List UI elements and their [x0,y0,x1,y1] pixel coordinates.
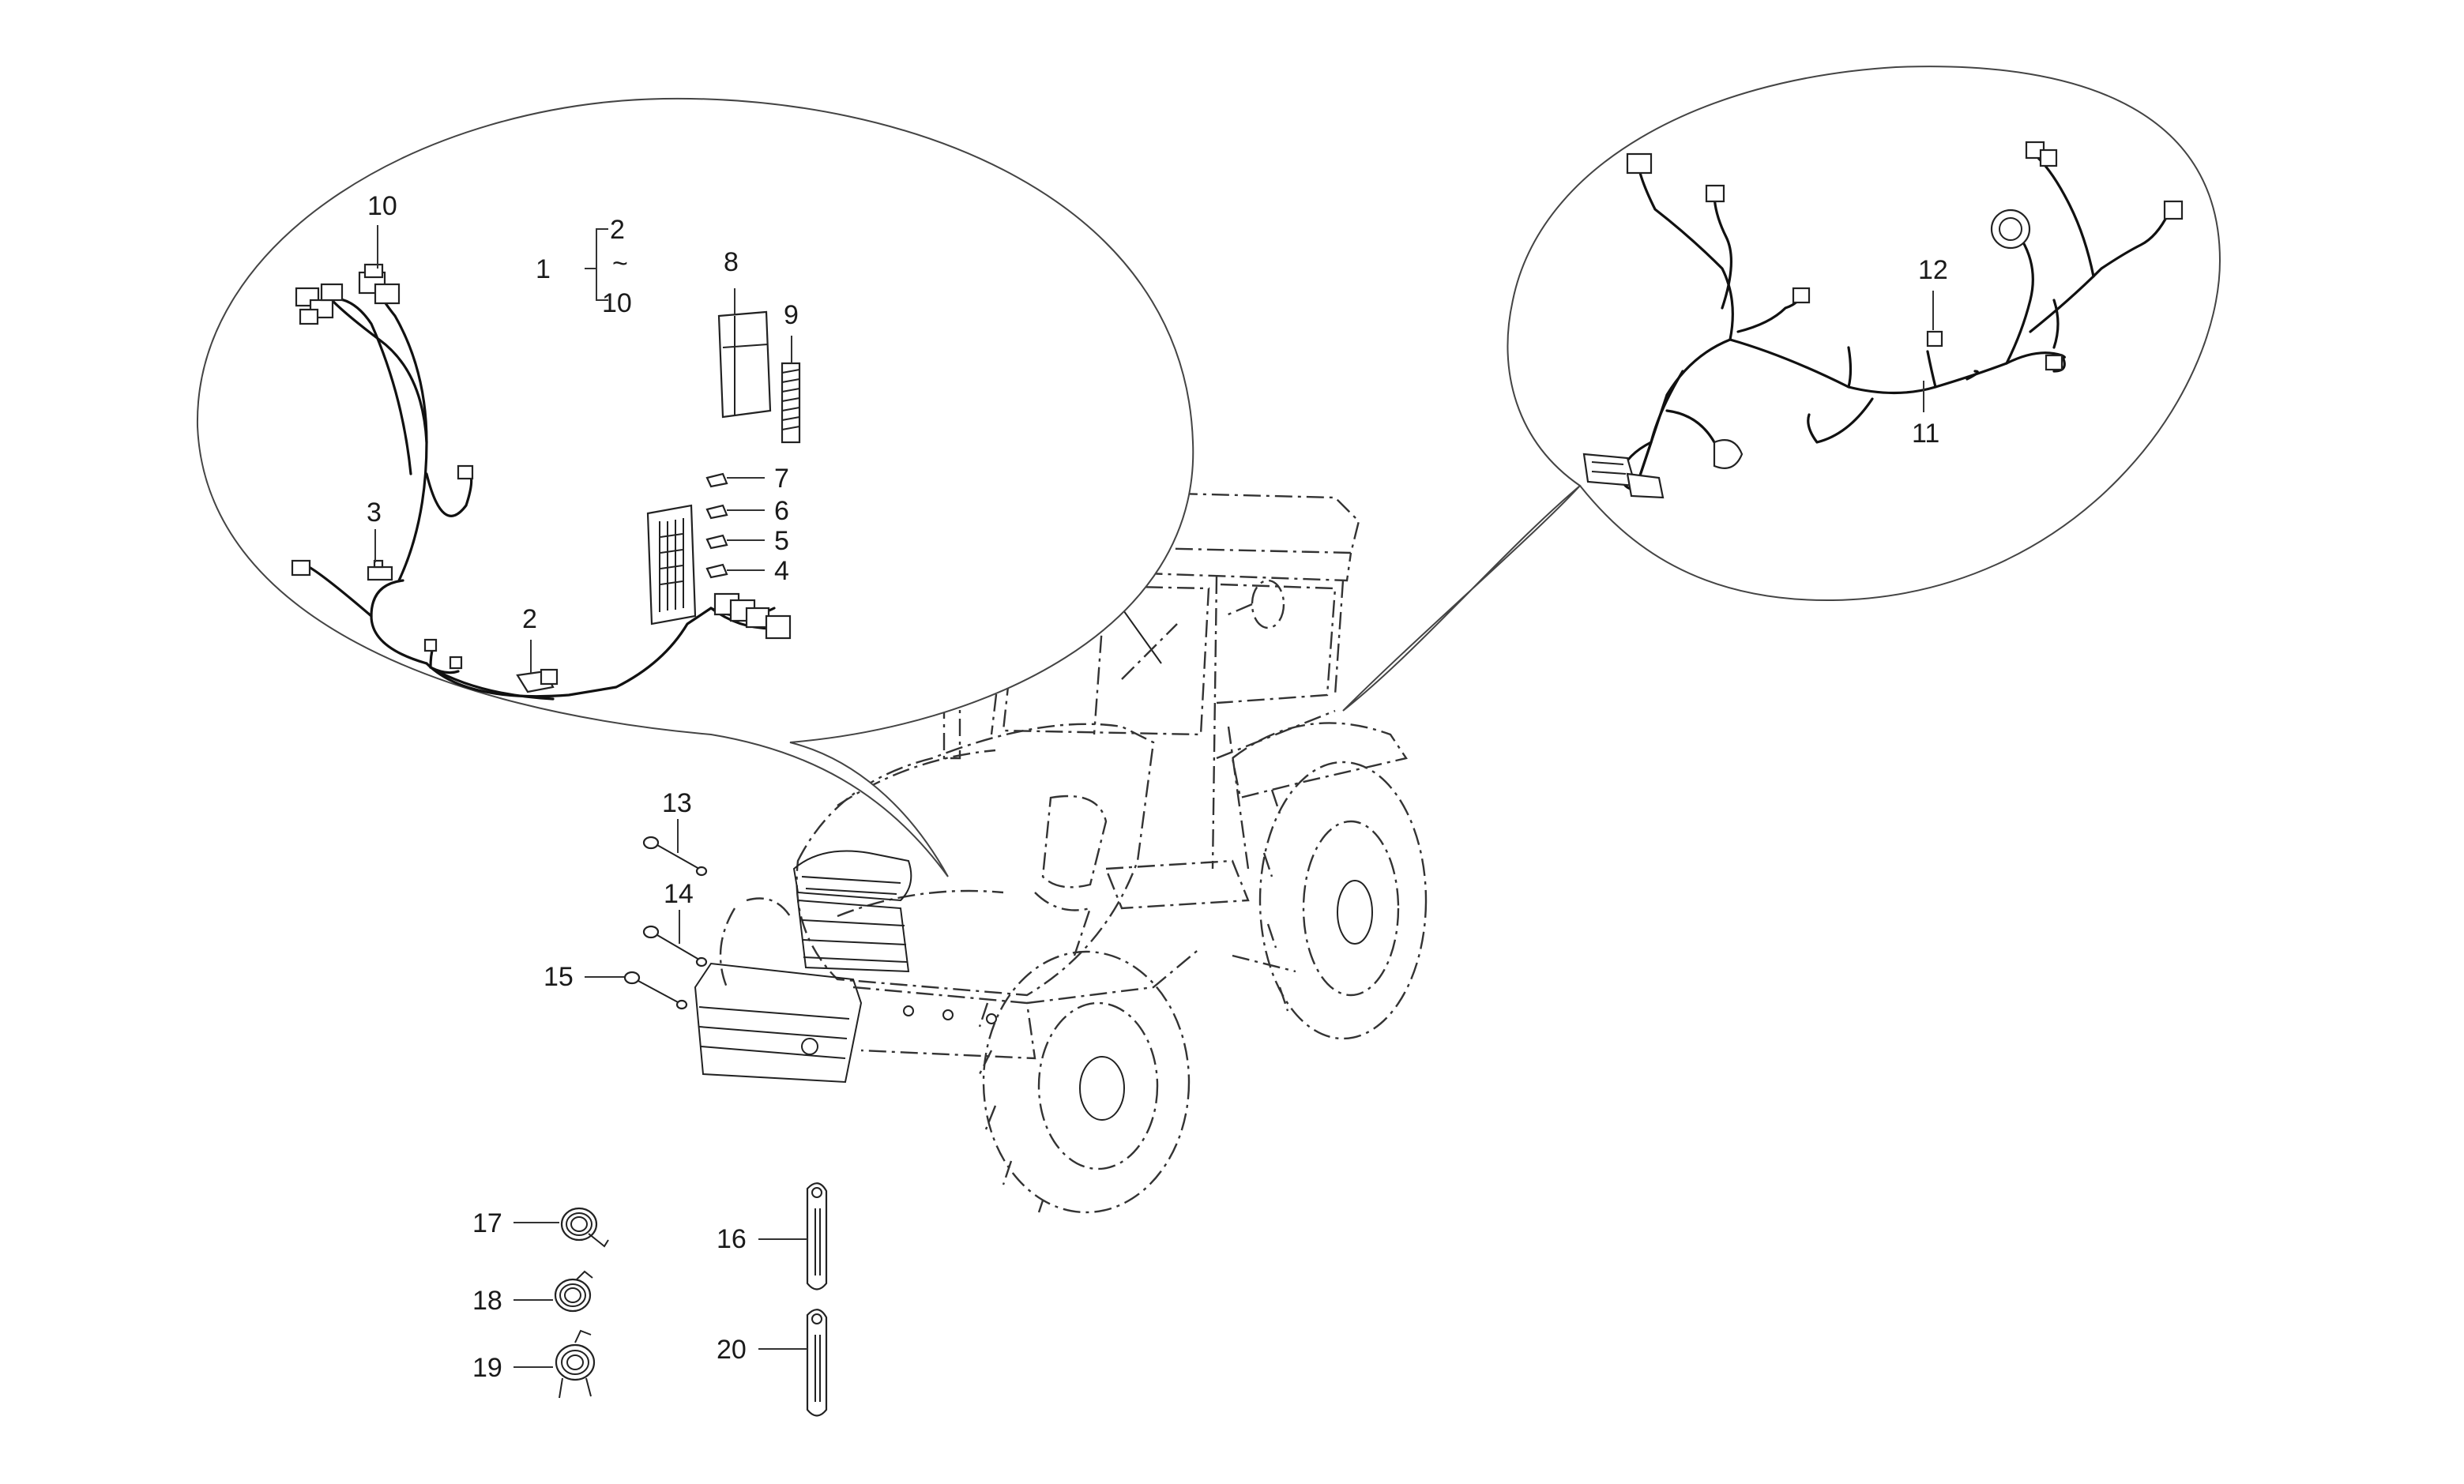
fuse-5 [705,534,728,550]
fuse-4 [705,563,728,579]
callout-3: 3 [367,498,382,528]
callout-7: 7 [774,464,789,494]
callout-1-range-start: 2 [610,215,625,245]
bolt-13 [642,836,708,877]
callout-15: 15 [544,962,574,992]
callout-19: 19 [472,1353,502,1383]
connector-block-10 [358,263,401,305]
connector-left-end [291,559,311,577]
hose-clip-19 [555,1329,596,1399]
cable-bracket-16 [806,1182,828,1291]
connector-small-right [457,464,474,480]
fuse-6 [705,504,728,520]
hose-clip-18 [554,1270,593,1313]
relay-8 [717,310,772,419]
callout-10: 10 [367,191,397,221]
callout-1-range-sep: ~ [612,249,628,279]
bolt-14 [642,925,708,967]
rear-connectors [1582,141,2184,499]
callout-2: 2 [522,604,537,634]
rear-wiring-harness [1618,156,2170,491]
leaders-right [1923,291,1934,412]
leaders-clips [513,1222,559,1368]
callout-11: 11 [1912,419,1939,449]
connector-3 [367,559,393,581]
fuse-7 [705,472,728,488]
callout-1: 1 [536,254,551,284]
callout-20: 20 [717,1335,747,1365]
connector-small-bottom [423,638,463,670]
callout-9: 9 [784,300,799,330]
leaders-brackets [758,1238,807,1350]
callout-17: 17 [472,1208,502,1238]
leaders-left [374,225,792,673]
bolt-15 [623,971,688,1010]
callout-18: 18 [472,1286,502,1316]
callout-14: 14 [664,879,694,909]
leaders-bolts [585,819,680,978]
connector-block-top-left [295,283,344,325]
front-harness-detail-bubble [196,97,1194,877]
fuse-box [646,504,697,626]
callout-8: 8 [724,247,739,277]
fuse-strip-9 [781,362,801,444]
callout-5: 5 [774,526,789,556]
callout-16: 16 [717,1224,747,1254]
callout-6: 6 [774,496,789,526]
callout-13: 13 [662,788,692,818]
connector-2 [516,668,559,693]
callout-4: 4 [774,556,789,586]
rear-harness-detail-bubble [1342,66,2221,712]
hose-clip-17 [560,1207,609,1248]
relay-cluster [713,592,792,640]
callout-12: 12 [1918,255,1948,285]
cable-bracket-20 [806,1309,828,1417]
callout-1-range-end: 10 [602,288,632,318]
